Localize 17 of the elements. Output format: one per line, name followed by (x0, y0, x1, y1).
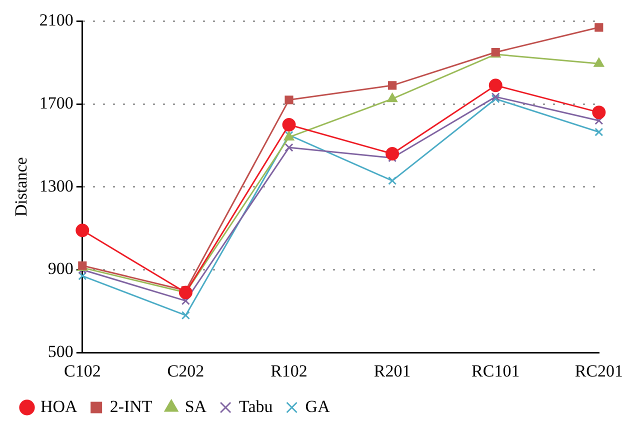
x-tick-label: R102 (270, 361, 308, 380)
y-tick-label: 2100 (39, 10, 74, 30)
y-tick-label: 1700 (39, 94, 74, 113)
legend-label: SA (184, 396, 208, 416)
y-tick-label: 900 (48, 259, 74, 278)
x-tick-label: C102 (64, 361, 101, 380)
x-tick-label: R201 (374, 361, 411, 380)
x-tick-label: RC101 (472, 361, 520, 380)
legend-label: Tabu (239, 396, 274, 416)
y-axis-title: Distance (12, 157, 31, 217)
legend-label: 2-INT (110, 396, 153, 416)
legend-label: GA (305, 396, 331, 416)
y-tick-label: 1300 (39, 176, 74, 196)
legend-label: HOA (40, 396, 78, 416)
y-tick-label: 500 (48, 342, 74, 362)
x-tick-label: RC201 (574, 361, 624, 380)
x-tick-label: C202 (167, 361, 204, 380)
